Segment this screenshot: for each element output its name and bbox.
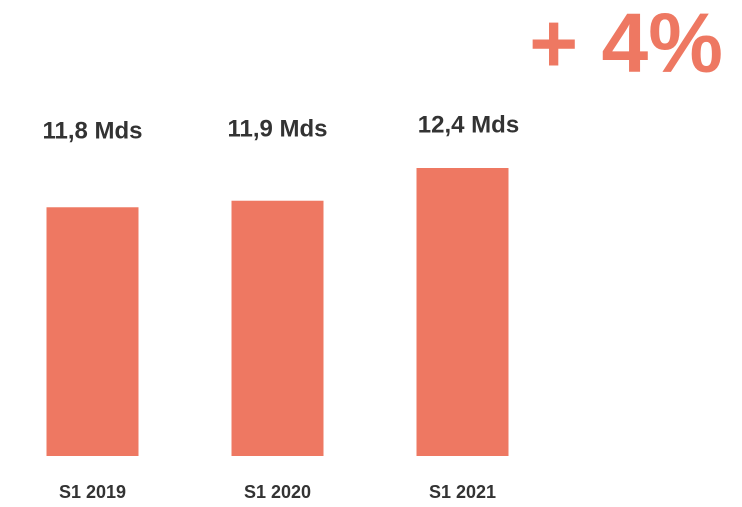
bar	[416, 168, 509, 456]
bar	[231, 200, 324, 456]
growth-annotation: + 4%	[529, 0, 723, 90]
x-tick-label: S1 2019	[59, 482, 126, 502]
value-label: 11,8 Mds	[42, 117, 142, 144]
bar	[46, 207, 139, 456]
x-tick-label: S1 2020	[244, 482, 311, 502]
value-label: 12,4 Mds	[418, 111, 519, 138]
x-tick-label: S1 2021	[429, 482, 496, 502]
value-label: 11,9 Mds	[227, 115, 327, 142]
